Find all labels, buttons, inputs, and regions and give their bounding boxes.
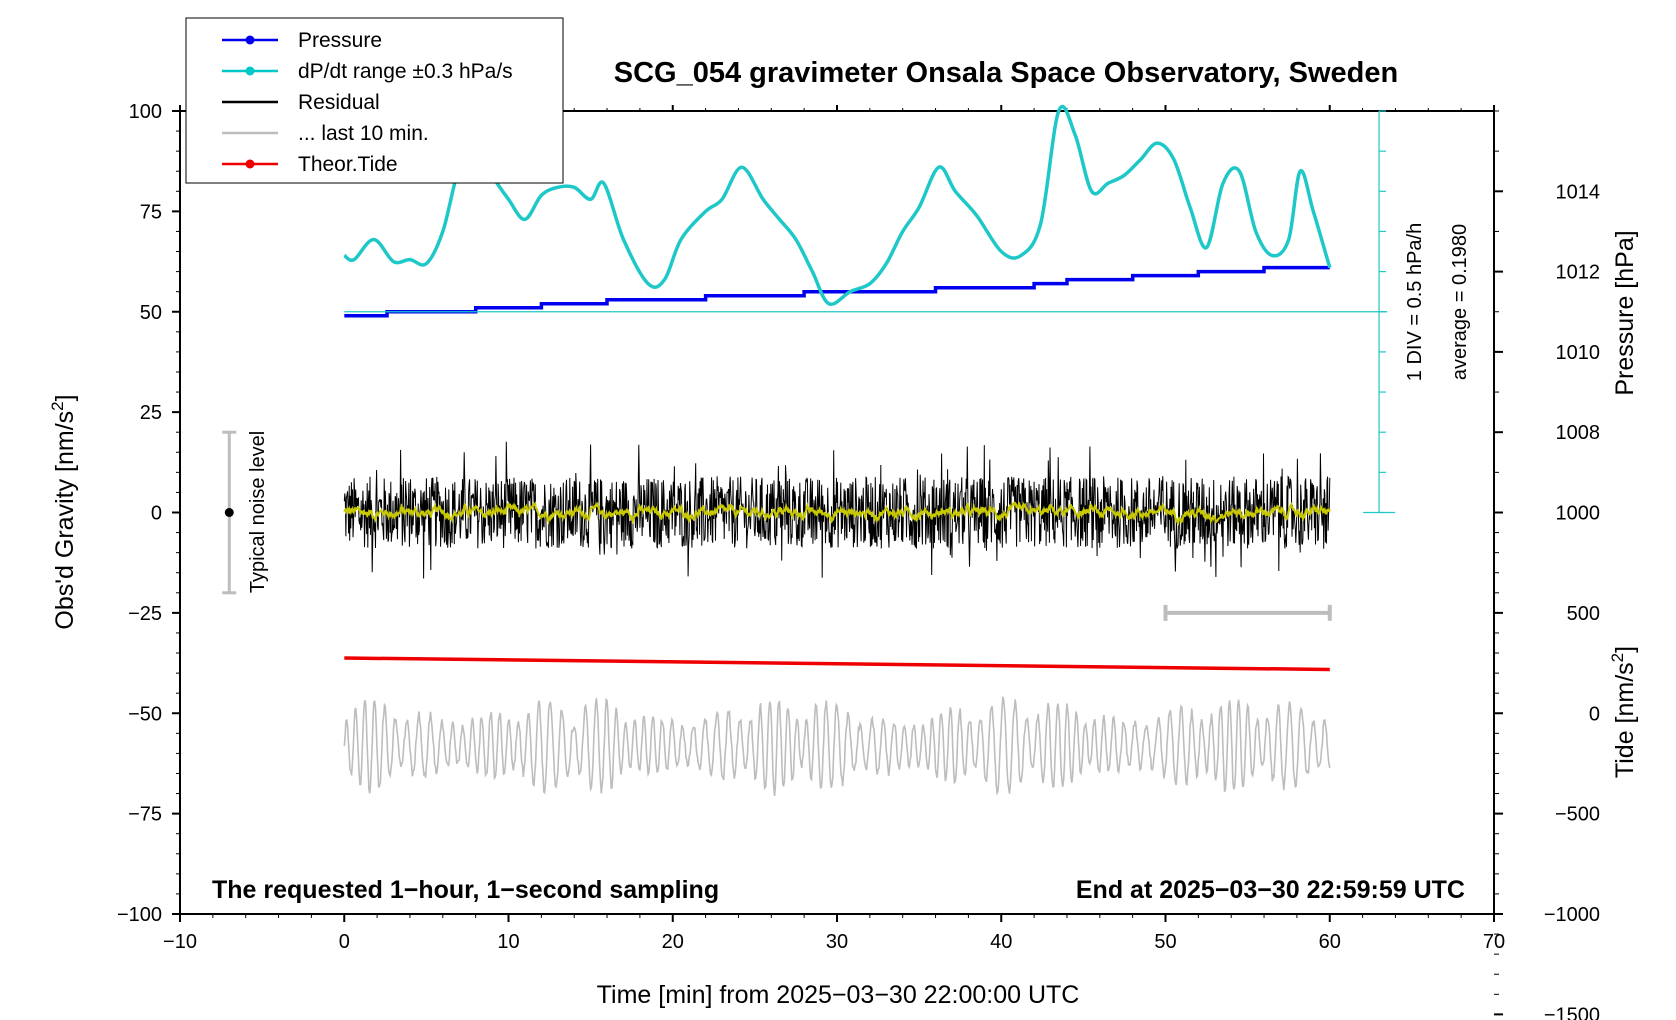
x-tick-label: 50 — [1154, 931, 1176, 953]
pressure-axis-label: Pressure [hPa] — [1611, 230, 1639, 395]
legend-label: dP/dt range ±0.3 hPa/s — [298, 60, 513, 83]
y-tick-label: 0 — [151, 503, 162, 525]
tide-axis-label: Tide [nm/s2] — [1608, 646, 1639, 778]
x-tick-label: 0 — [339, 931, 350, 953]
tide-tick-label: −1500 — [1544, 1004, 1600, 1020]
note-left: The requested 1−hour, 1−second sampling — [212, 876, 719, 904]
legend-label: ... last 10 min. — [298, 122, 429, 145]
legend-label: Theor.Tide — [298, 153, 398, 176]
y-tick-label: 25 — [140, 402, 162, 424]
noise-label: Typical noise level — [247, 431, 269, 593]
last-10-min-bar — [1163, 604, 1332, 621]
legend-box — [185, 17, 564, 184]
legend-items: Pressure dP/dt range ±0.3 hPa/s Residual..… — [222, 29, 513, 176]
x-tick-label: 60 — [1319, 931, 1341, 953]
residual-series — [343, 441, 1331, 579]
x-tick-label: 70 — [1483, 931, 1505, 953]
pressure-tick-label: 1008 — [1556, 422, 1601, 444]
residual-line — [343, 441, 1331, 579]
x-tick-label: −10 — [163, 931, 197, 953]
y-axis-ticks: 100 75 50 25 0 −25 −50 −75 −100 — [117, 101, 180, 926]
tide-line — [344, 656, 1330, 672]
legend-marker — [245, 35, 255, 45]
tide-axis-ticks: 1000 500 0 −500 −1000 −1500 — [1494, 503, 1600, 1020]
legend-marker — [245, 66, 255, 76]
noise-level-marker — [222, 430, 237, 595]
theor-tide-series — [344, 656, 1330, 672]
pressure-series — [344, 265, 1330, 318]
dpdt-series — [343, 104, 1388, 313]
x-axis-ticks: −10 0 10 20 30 40 50 60 70 — [163, 105, 1505, 953]
residual-smoothed-series — [343, 500, 1331, 526]
x-tick-label: 30 — [826, 931, 848, 953]
dpdt-line — [343, 104, 1332, 307]
x-axis-label: Time [min] from 2025−03−30 22:00:00 UTC — [597, 981, 1080, 1009]
last-10-min-line — [343, 696, 1331, 796]
y-tick-label: 100 — [129, 101, 162, 123]
note-right: End at 2025−03−30 22:59:59 UTC — [1076, 876, 1465, 904]
y-tick-label: −100 — [117, 904, 162, 926]
tide-tick-label: −1000 — [1544, 904, 1600, 926]
last-10-min-series — [343, 696, 1331, 796]
pressure-tick-label: 1012 — [1556, 262, 1601, 284]
legend-label: Pressure — [298, 29, 382, 52]
scale-bar-text-2: average = 0.1980 — [1449, 224, 1471, 380]
y-tick-label: −75 — [128, 804, 162, 826]
y-tick-label: 75 — [140, 201, 162, 223]
dpdt-scale-bar — [1363, 110, 1396, 514]
y-tick-label: −50 — [128, 703, 162, 725]
noise-center-dot — [224, 508, 234, 517]
residual-smoothed-line — [343, 500, 1331, 526]
tide-tick-label: 0 — [1589, 703, 1600, 725]
tide-tick-label: −500 — [1555, 804, 1600, 826]
y-tick-label: −25 — [128, 603, 162, 625]
legend-label: Residual — [298, 91, 380, 114]
pressure-tick-label: 1014 — [1556, 181, 1601, 203]
pressure-line — [344, 265, 1330, 318]
chart-title: SCG_054 gravimeter Onsala Space Observat… — [614, 57, 1398, 89]
pressure-tick-label: 1010 — [1556, 342, 1601, 364]
y-tick-label: 50 — [140, 302, 162, 324]
x-tick-label: 40 — [990, 931, 1012, 953]
scale-bar-text-1: 1 DIV = 0.5 hPa/h — [1404, 223, 1426, 381]
x-tick-label: 20 — [662, 931, 684, 953]
tide-tick-label: 500 — [1567, 603, 1600, 625]
x-tick-label: 10 — [497, 931, 519, 953]
tide-tick-label: 1000 — [1556, 503, 1601, 525]
pressure-axis-ticks: 1014 1012 1010 1008 — [1494, 110, 1601, 513]
legend: Pressure dP/dt range ±0.3 hPa/s Residual..… — [185, 17, 564, 184]
y-axis-label-left: Obs'd Gravity [nm/s2] — [48, 394, 79, 629]
legend-marker — [245, 159, 255, 169]
